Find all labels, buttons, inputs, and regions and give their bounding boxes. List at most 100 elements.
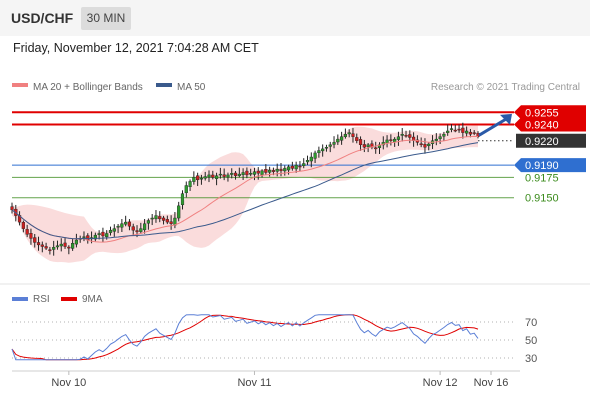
candle-body: [10, 206, 14, 211]
candle-body: [279, 169, 283, 172]
candle-body: [423, 144, 427, 148]
candle-body: [298, 165, 302, 168]
candle-body: [139, 228, 143, 232]
candle: [36, 236, 41, 251]
candle: [453, 124, 457, 133]
candle: [465, 126, 469, 137]
candle: [408, 130, 412, 144]
current-price-label: 0.9220: [525, 136, 559, 148]
candle: [177, 201, 181, 222]
candle-body: [385, 139, 389, 144]
resistance-label-1: 0.9240: [525, 119, 559, 131]
candle-body: [237, 173, 241, 176]
candle: [457, 124, 461, 133]
candle: [180, 190, 185, 210]
x-axis: Nov 10 Nov 11 Nov 12 Nov 16: [51, 371, 508, 389]
candle: [184, 181, 188, 198]
legend-swatch-ma50: [156, 83, 172, 87]
candle: [396, 131, 401, 146]
candle-body: [252, 171, 257, 175]
candle: [233, 170, 238, 180]
candle-body: [332, 142, 336, 145]
resistance-tag-0: [514, 105, 586, 120]
candle-body: [351, 133, 355, 137]
candle: [419, 137, 423, 148]
candle-body: [48, 249, 52, 251]
interval-button[interactable]: 30 MIN: [81, 7, 131, 30]
candle: [169, 215, 173, 230]
candle-body: [362, 144, 366, 148]
candle-body: [290, 165, 294, 169]
candle: [434, 133, 438, 146]
candle-body: [358, 139, 363, 146]
candle: [241, 168, 245, 181]
candle: [389, 134, 393, 146]
candle-body: [112, 228, 116, 232]
candle-body: [101, 231, 105, 237]
legend-swatch-ma20: [12, 83, 28, 87]
candle: [252, 167, 257, 181]
candle: [351, 127, 355, 143]
candle-body: [143, 223, 147, 231]
candle-body: [135, 230, 139, 233]
chart-panel: Friday, November 12, 2021 7:04:28 AM CET: [0, 36, 590, 400]
candle-body: [355, 137, 359, 141]
candle: [442, 131, 446, 141]
candle: [161, 215, 166, 225]
candle: [222, 168, 226, 181]
candle-body: [226, 174, 230, 178]
candle: [71, 238, 75, 251]
candle: [321, 144, 325, 157]
candle: [237, 167, 241, 178]
candle-body: [313, 152, 317, 159]
candle-body: [196, 175, 200, 181]
ma50-line: [11, 142, 479, 240]
candle-body: [105, 233, 109, 238]
candle-body: [260, 170, 264, 175]
candle: [63, 237, 67, 249]
candle: [294, 161, 298, 173]
candle: [400, 128, 404, 142]
candle-body: [97, 233, 101, 235]
candle-body: [324, 147, 329, 149]
support-tag-3: [514, 158, 586, 173]
candle-body: [161, 217, 166, 221]
candle-body: [131, 226, 135, 231]
candle: [468, 129, 473, 138]
candle: [226, 172, 230, 182]
chart-datetime: Friday, November 12, 2021 7:04:28 AM CET: [13, 41, 259, 55]
candle-body: [396, 136, 401, 140]
ma20-line: [11, 135, 479, 243]
candle-body: [275, 169, 279, 172]
candle: [472, 130, 476, 136]
candle-body: [233, 172, 238, 176]
candle-body: [347, 132, 351, 135]
candle-body: [442, 134, 446, 137]
candle: [218, 167, 222, 179]
candle-body: [343, 134, 347, 138]
candle: [446, 124, 450, 136]
x-tick-label: Nov 10: [51, 377, 86, 389]
candle: [82, 231, 86, 242]
candle-body: [211, 174, 215, 178]
candle-body: [438, 136, 442, 139]
candle-body: [241, 172, 245, 176]
rsi-tick-50: 50: [525, 335, 537, 347]
candle-body: [177, 205, 181, 219]
candle-body: [55, 245, 60, 248]
candle: [449, 124, 454, 133]
rsi-tick-70: 70: [525, 317, 537, 329]
candle-body: [154, 215, 158, 220]
candle: [196, 172, 200, 187]
candle-body: [188, 181, 192, 188]
candle-body: [180, 193, 185, 206]
candle-body: [63, 242, 67, 247]
candle-body: [340, 136, 344, 141]
bollinger-band: [12, 125, 478, 263]
rsi-ma-line: [11, 314, 479, 361]
candle-body: [283, 168, 287, 172]
candle: [44, 242, 48, 250]
candle: [214, 172, 219, 186]
rsi-legend: RSI 9MA: [12, 294, 103, 305]
